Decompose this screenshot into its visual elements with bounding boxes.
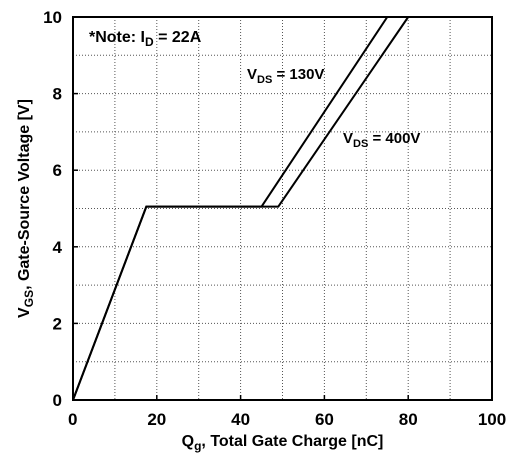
y-tick-label: 10	[43, 8, 62, 27]
x-tick-label: 60	[315, 410, 334, 429]
y-tick-label: 2	[53, 314, 62, 333]
y-tick-label: 6	[53, 161, 62, 180]
x-tick-label: 0	[68, 410, 77, 429]
x-axis-label: Qg, Total Gate Charge [nC]	[182, 433, 384, 453]
x-tick-label: 80	[399, 410, 418, 429]
series-label-1: VDS = 400V	[343, 130, 420, 150]
y-tick-label: 0	[53, 391, 62, 410]
axis-ticks	[72, 16, 493, 401]
y-axis-label: VGS, Gate-Source Voltage [V]	[16, 99, 36, 318]
test-condition-note: *Note: ID = 22A	[89, 29, 202, 49]
x-tick-label: 100	[478, 410, 506, 429]
plot-frame	[72, 16, 493, 401]
series-line-1	[72, 16, 410, 401]
series-label-0: VDS = 130V	[247, 66, 324, 86]
series-layer	[72, 16, 410, 401]
grid-lines	[73, 17, 492, 400]
x-tick-label: 20	[147, 410, 166, 429]
x-tick-label: 40	[231, 410, 250, 429]
y-tick-label: 4	[53, 238, 63, 257]
chart-labels: 0 20 40 60 80 100 0 2 4 6 8 10 Qg, Total Gate Charge…	[16, 8, 506, 453]
y-tick-label: 8	[53, 85, 62, 104]
